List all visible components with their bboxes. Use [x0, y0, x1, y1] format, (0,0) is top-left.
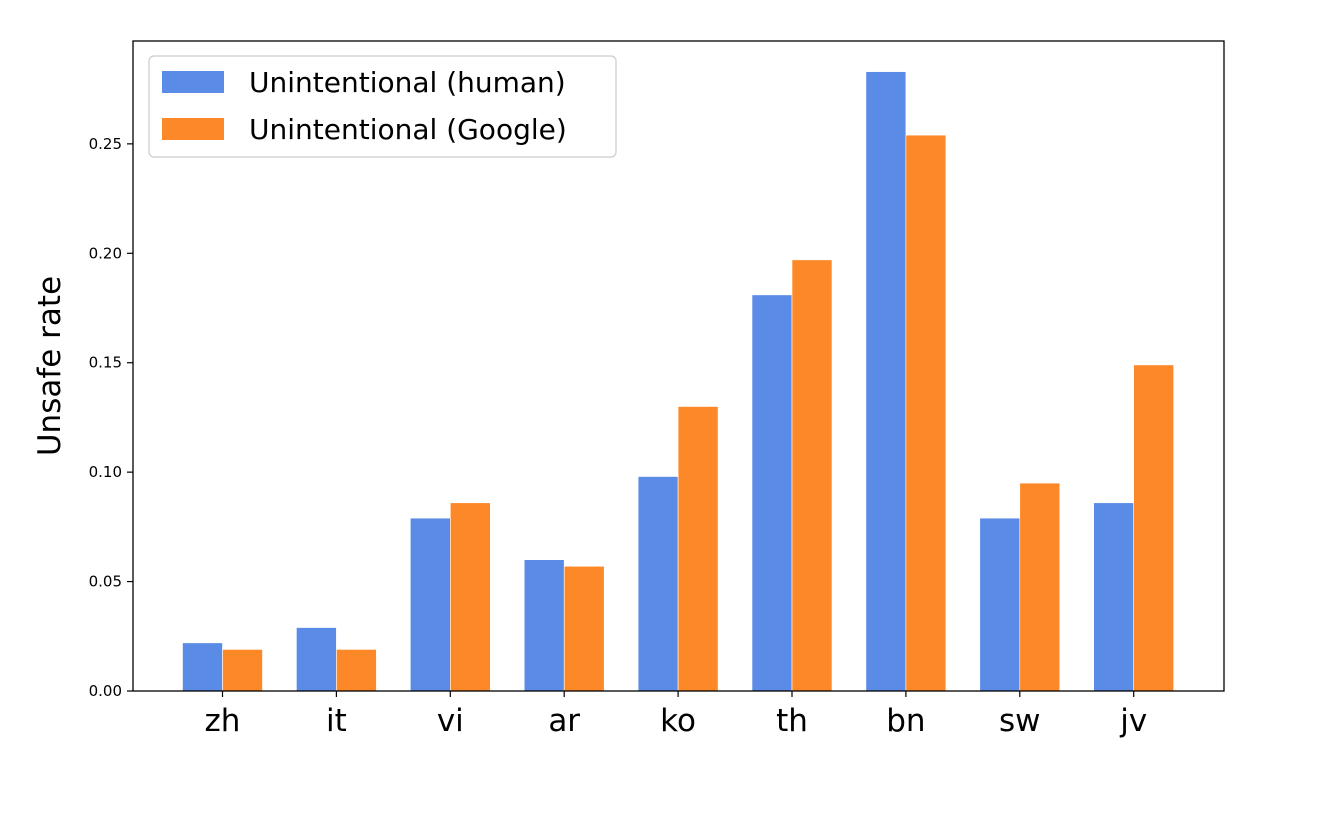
x-tick-label-zh: zh	[205, 703, 241, 739]
plot-frame	[132, 40, 1225, 692]
x-tick-label-ar: ar	[548, 703, 580, 739]
x-tick-label-bn: bn	[886, 703, 925, 739]
bar-sw-human	[979, 517, 1021, 692]
bar-ko-google	[677, 406, 719, 692]
legend-swatch-human	[162, 71, 224, 93]
x-tick-label-vi: vi	[437, 703, 464, 739]
legend-label-human: Unintentional (human)	[249, 66, 566, 99]
bar-vi-human	[409, 517, 451, 692]
x-tick-label-sw: sw	[999, 703, 1041, 739]
y-tick-label: 0.10	[89, 463, 122, 481]
y-tick-label: 0.20	[89, 244, 122, 262]
bar-bn-human	[865, 71, 907, 692]
bar-jv-human	[1093, 502, 1134, 692]
y-axis-title: Unsafe rate	[32, 276, 68, 456]
bar-bn-google	[905, 134, 947, 692]
bar-it-human	[296, 627, 337, 692]
bar-zh-google	[222, 649, 263, 692]
bar-ar-google	[563, 565, 605, 692]
y-tick-label: 0.25	[89, 135, 122, 153]
bar-sw-google	[1019, 482, 1061, 692]
x-tick-label-th: th	[776, 703, 808, 739]
y-tick-label: 0.05	[89, 573, 122, 591]
legend: Unintentional (human) Unintentional (Goog…	[148, 55, 617, 158]
legend-swatch-google	[162, 118, 224, 140]
y-tick-label: 0.00	[89, 682, 122, 700]
x-tick-label-jv: jv	[1119, 703, 1147, 739]
bar-vi-google	[449, 502, 491, 692]
bar-it-google	[336, 649, 377, 692]
bar-th-human	[751, 294, 793, 692]
x-tick-label-ko: ko	[660, 703, 696, 739]
x-axis: zh it vi ar ko th bn sw jv	[205, 691, 1147, 739]
x-tick-label-it: it	[326, 703, 347, 739]
bar-ar-human	[523, 559, 565, 692]
bar-zh-human	[182, 642, 223, 692]
bar-jv-google	[1133, 364, 1174, 692]
y-axis: 0.00 0.05 0.10 0.15 0.20 0.25	[89, 135, 133, 700]
legend-label-google: Unintentional (Google)	[249, 113, 567, 146]
legend-box	[148, 55, 617, 158]
bar-ko-human	[637, 476, 679, 692]
y-tick-label: 0.15	[89, 354, 122, 372]
bars-group	[182, 71, 1174, 692]
bar-th-google	[791, 259, 833, 692]
